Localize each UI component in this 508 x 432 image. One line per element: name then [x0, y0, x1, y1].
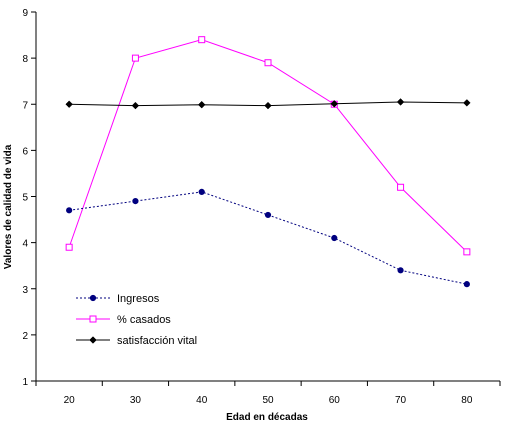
- plot-frame: [35, 12, 500, 382]
- data-point: [463, 99, 471, 107]
- data-point: [397, 183, 405, 191]
- data-point: [197, 100, 206, 109]
- x-tick-label: 80: [461, 395, 473, 406]
- data-point: [65, 243, 73, 251]
- data-point: [264, 211, 272, 219]
- legend-item: Ingresos: [76, 293, 160, 305]
- x-tick-label: 20: [64, 395, 76, 406]
- data-point: [264, 101, 272, 110]
- data-point: [89, 294, 97, 302]
- series-line: [68, 39, 468, 253]
- data-point: [331, 234, 338, 242]
- data-point: [330, 100, 339, 108]
- y-tick-label: 2: [22, 331, 28, 342]
- y-tick-label: 3: [22, 285, 28, 296]
- data-point: [66, 207, 73, 214]
- data-point: [198, 188, 205, 195]
- series-layer: [65, 36, 471, 288]
- x-tick-label: 50: [262, 395, 274, 406]
- series-1: [66, 188, 470, 288]
- data-point: [132, 198, 139, 205]
- x-tick-label: 30: [130, 395, 142, 406]
- y-tick-label: 5: [22, 193, 28, 204]
- data-point: [396, 98, 405, 106]
- legend: Ingresos % casados satisfacción vital: [76, 293, 197, 347]
- series-3: [65, 98, 471, 110]
- data-point: [89, 336, 97, 344]
- y-tick-label: 1: [22, 377, 28, 388]
- x-tick-label: 70: [395, 395, 407, 406]
- data-point: [89, 315, 97, 323]
- series-2: [65, 36, 471, 256]
- data-point: [131, 101, 140, 110]
- y-axis-title: Valores de calidad de vida: [3, 144, 14, 269]
- x-axis: 20 30 40 50 60 70 80: [35, 381, 501, 406]
- legend-item: % casados: [76, 314, 171, 326]
- data-point: [198, 36, 206, 44]
- data-point: [463, 281, 470, 288]
- data-point: [131, 54, 139, 62]
- series-line: [69, 191, 467, 285]
- legend-label: % casados: [117, 314, 171, 326]
- data-point: [65, 100, 73, 109]
- x-tick-label: 40: [196, 395, 208, 406]
- data-point: [463, 248, 471, 256]
- x-axis-title: Edad en décadas: [226, 412, 308, 423]
- y-tick-label: 9: [22, 8, 28, 19]
- legend-label: satisfacción vital: [117, 335, 197, 347]
- data-point: [397, 267, 404, 274]
- x-tick-label: 60: [329, 395, 341, 406]
- legend-label: Ingresos: [117, 293, 160, 305]
- y-tick-label: 8: [22, 54, 28, 65]
- y-tick-label: 4: [22, 239, 28, 250]
- y-tick-label: 6: [22, 146, 28, 157]
- data-point: [264, 59, 272, 67]
- y-axis: 1 2 3 4 5 6 7 8 9: [22, 8, 36, 388]
- legend-item: satisfacción vital: [76, 335, 197, 347]
- y-tick-label: 7: [22, 100, 28, 111]
